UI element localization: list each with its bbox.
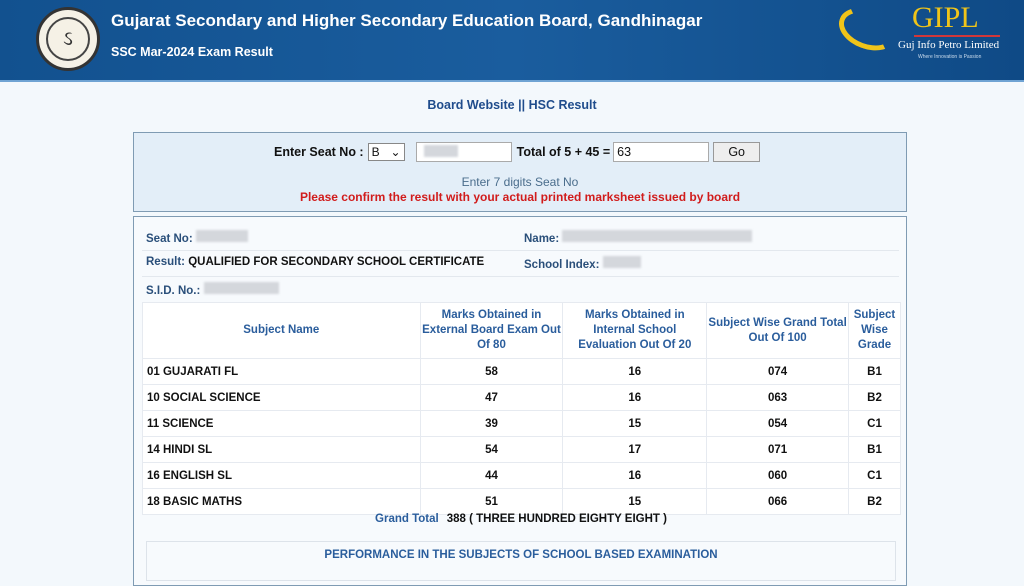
table-cell: B2	[848, 384, 901, 411]
table-row: 10 SOCIAL SCIENCE 47 16 063 B2	[142, 384, 901, 411]
table-cell: 16	[562, 462, 708, 489]
table-cell: 066	[706, 488, 849, 515]
table-cell: 054	[706, 410, 849, 437]
gipl-logo: GIPL Guj Info Petro Limited Where Innova…	[832, 0, 1012, 63]
table-cell: 01 GUJARATI FL	[142, 358, 421, 385]
table-row: 18 BASIC MATHS 51 15 066 B2	[142, 488, 901, 515]
hsc-result-link[interactable]: HSC Result	[528, 98, 597, 112]
table-cell: C1	[848, 462, 901, 489]
chevron-down-icon: ⌄	[390, 145, 401, 159]
seat-prefix-select[interactable]: B ⌄	[367, 143, 405, 161]
table-cell: 18 BASIC MATHS	[142, 488, 421, 515]
table-cell: 44	[419, 462, 564, 489]
table-cell: 58	[419, 358, 564, 385]
captcha-input[interactable]: 63	[613, 142, 710, 162]
table-cell: 16	[562, 358, 708, 385]
captcha-label: Total of 5 + 45 =	[516, 145, 611, 159]
board-title: Gujarat Secondary and Higher Secondary E…	[111, 11, 703, 30]
table-cell: 51	[419, 488, 564, 515]
table-cell: 39	[419, 410, 564, 437]
result-status: Result: QUALIFIED FOR SECONDARY SCHOOL C…	[146, 256, 485, 268]
student-name: Name:	[524, 230, 753, 245]
school-index: School Index:	[524, 256, 641, 271]
col-subject: Subject Name	[142, 302, 421, 359]
col-external: Marks Obtained in External Board Exam Ou…	[419, 302, 564, 359]
search-form: Enter Seat No : B ⌄ Total of 5 + 45 = 63 …	[133, 132, 907, 212]
col-grade: Subject Wise Grade	[848, 302, 901, 359]
table-cell: 15	[562, 410, 708, 437]
table-cell: 54	[419, 436, 564, 463]
marks-table: Subject Name Marks Obtained in External …	[142, 302, 901, 515]
table-cell: 15	[562, 488, 708, 515]
top-links: Board Website || HSC Result	[427, 98, 597, 112]
table-cell: 47	[419, 384, 564, 411]
seat-label: Enter Seat No :	[274, 145, 364, 159]
seat-number-input[interactable]	[415, 142, 512, 162]
header: ઽ Gujarat Secondary and Higher Secondary…	[0, 0, 1024, 82]
warning-message: Please confirm the result with your actu…	[299, 190, 741, 204]
seat-no: Seat No:	[146, 230, 248, 245]
grand-total: Grand Total 388 ( THREE HUNDRED EIGHTY EI…	[375, 513, 667, 525]
board-seal-logo: ઽ	[36, 7, 100, 71]
table-cell: 074	[706, 358, 849, 385]
col-internal: Marks Obtained in Internal School Evalua…	[562, 302, 708, 359]
table-row: 11 SCIENCE 39 15 054 C1	[142, 410, 901, 437]
table-row: 14 HINDI SL 54 17 071 B1	[142, 436, 901, 463]
seat-hint: Enter 7 digits Seat No	[461, 175, 579, 189]
sid-no: S.I.D. No.:	[146, 282, 279, 297]
table-cell: 063	[706, 384, 849, 411]
result-panel: Seat No: Name: Result: QUALIFIED FOR SEC…	[133, 216, 907, 586]
table-cell: B1	[848, 358, 901, 385]
table-cell: 11 SCIENCE	[142, 410, 421, 437]
col-total: Subject Wise Grand Total Out Of 100	[706, 302, 849, 359]
table-row: 16 ENGLISH SL 44 16 060 C1	[142, 462, 901, 489]
performance-heading: PERFORMANCE IN THE SUBJECTS OF SCHOOL BA…	[146, 541, 896, 581]
board-website-link[interactable]: Board Website	[427, 98, 515, 112]
exam-subtitle: SSC Mar-2024 Exam Result	[111, 45, 273, 59]
table-cell: B2	[848, 488, 901, 515]
table-cell: B1	[848, 436, 901, 463]
table-cell: 071	[706, 436, 849, 463]
table-cell: 14 HINDI SL	[142, 436, 421, 463]
table-cell: 16	[562, 384, 708, 411]
table-cell: 060	[706, 462, 849, 489]
table-cell: C1	[848, 410, 901, 437]
table-row: 01 GUJARATI FL 58 16 074 B1	[142, 358, 901, 385]
table-cell: 10 SOCIAL SCIENCE	[142, 384, 421, 411]
go-button[interactable]: Go	[713, 142, 761, 162]
table-cell: 17	[562, 436, 708, 463]
table-cell: 16 ENGLISH SL	[142, 462, 421, 489]
